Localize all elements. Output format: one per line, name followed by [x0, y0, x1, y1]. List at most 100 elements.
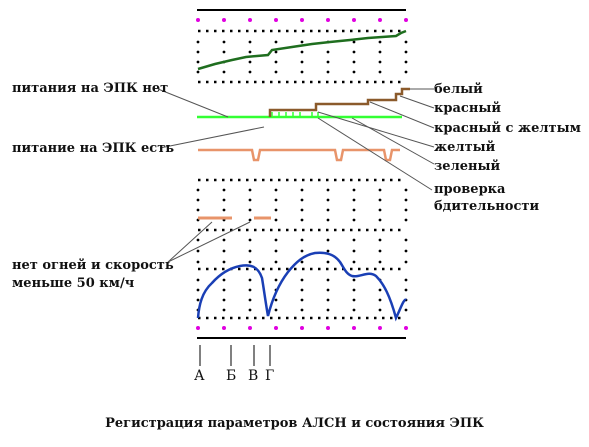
magenta-dot: [248, 326, 252, 330]
magenta-dot: [274, 18, 278, 22]
grid-dot: [300, 238, 304, 242]
grid-dot: [300, 208, 304, 212]
grid-dot: [378, 260, 382, 264]
grid-dot: [378, 208, 382, 212]
grid-dot: [196, 208, 200, 212]
marker-a: А: [194, 368, 205, 384]
grid-dot: [196, 188, 200, 192]
grid-dot: [196, 198, 200, 202]
leader-vigilance: [317, 117, 433, 191]
grid-dot: [326, 298, 330, 302]
vigilance-ticks: [271, 112, 319, 117]
grid-dot: [404, 288, 408, 292]
grid-dot: [248, 308, 252, 312]
grid-dot: [274, 50, 278, 54]
grid-dot: [274, 249, 278, 253]
grid-dot: [248, 238, 252, 242]
leader-red: [399, 95, 435, 109]
grid-dot: [274, 218, 278, 222]
magenta-dot: [326, 326, 330, 330]
grid-dot: [222, 70, 226, 74]
grid-dot: [196, 260, 200, 264]
grid-dot: [300, 298, 304, 302]
grid-dot: [300, 188, 304, 192]
dotted-grid: [198, 29, 406, 320]
grid-dot: [300, 218, 304, 222]
grid-dot: [196, 249, 200, 253]
magenta-dot: [352, 18, 356, 22]
leader-epk-on: [159, 126, 265, 149]
grid-dot: [352, 238, 356, 242]
grid-dot: [248, 188, 252, 192]
grid-dot: [248, 198, 252, 202]
magenta-dot: [196, 326, 200, 330]
grid-dot: [274, 40, 278, 44]
grid-dot: [196, 288, 200, 292]
grid-dot: [404, 249, 408, 253]
grid-dot: [300, 288, 304, 292]
magenta-dot: [300, 326, 304, 330]
grid-dot: [378, 40, 382, 44]
grid-dot: [248, 218, 252, 222]
grid-dot: [300, 278, 304, 282]
epk-active-trace: [198, 148, 400, 162]
grid-dot: [300, 260, 304, 264]
grid-dot: [222, 288, 226, 292]
grid-dot: [326, 198, 330, 202]
magenta-dot: [274, 326, 278, 330]
grid-dot: [300, 50, 304, 54]
grid-dot: [300, 198, 304, 202]
grid-dot: [222, 208, 226, 212]
grid-dot: [300, 60, 304, 64]
grid-dot: [326, 288, 330, 292]
leader-green: [351, 117, 435, 165]
grid-dot: [248, 278, 252, 282]
magenta-dot-row-bottom: [196, 326, 408, 330]
grid-dot: [378, 60, 382, 64]
grid-dot: [274, 238, 278, 242]
grid-dot: [196, 40, 200, 44]
grid-dot: [352, 249, 356, 253]
grid-dot: [222, 40, 226, 44]
label-epk-power-off: питания на ЭПК нет: [12, 81, 169, 96]
grid-dot: [404, 70, 408, 74]
label-vigilance-1: проверка: [434, 182, 506, 197]
grid-dot: [196, 50, 200, 54]
label-signal-white: белый: [434, 82, 483, 97]
grid-dot: [326, 70, 330, 74]
magenta-dot-row-top: [196, 18, 408, 22]
label-signal-red-yellow: красный с желтым: [434, 121, 581, 136]
grid-dot: [352, 50, 356, 54]
leader-red-yellow: [369, 101, 435, 129]
grid-dot: [378, 218, 382, 222]
marker-g: Г: [265, 368, 275, 384]
grid-dot: [352, 198, 356, 202]
label-signal-green: зеленый: [434, 159, 501, 174]
grid-dot: [248, 208, 252, 212]
grid-dot: [300, 70, 304, 74]
grid-dot: [326, 50, 330, 54]
event-marker-ticks: [199, 345, 271, 366]
grid-dot: [378, 308, 382, 312]
grid-dot: [378, 50, 382, 54]
grid-dot: [378, 288, 382, 292]
grid-dot: [378, 298, 382, 302]
grid-dot: [222, 249, 226, 253]
marker-v: В: [248, 368, 259, 384]
marker-b: Б: [226, 368, 237, 384]
magenta-dot: [248, 18, 252, 22]
grid-dot: [352, 308, 356, 312]
magenta-dot: [378, 18, 382, 22]
magenta-dot: [352, 326, 356, 330]
grid-dot: [274, 70, 278, 74]
grid-dot: [222, 298, 226, 302]
grid-dot: [352, 188, 356, 192]
grid-dot: [248, 50, 252, 54]
grid-dot: [274, 298, 278, 302]
magenta-dot: [222, 18, 226, 22]
diagram-caption: Регистрация параметров АЛСН и состояния …: [105, 416, 484, 431]
grid-dot: [326, 208, 330, 212]
grid-dot: [248, 70, 252, 74]
grid-dot: [404, 188, 408, 192]
grid-dot: [352, 60, 356, 64]
